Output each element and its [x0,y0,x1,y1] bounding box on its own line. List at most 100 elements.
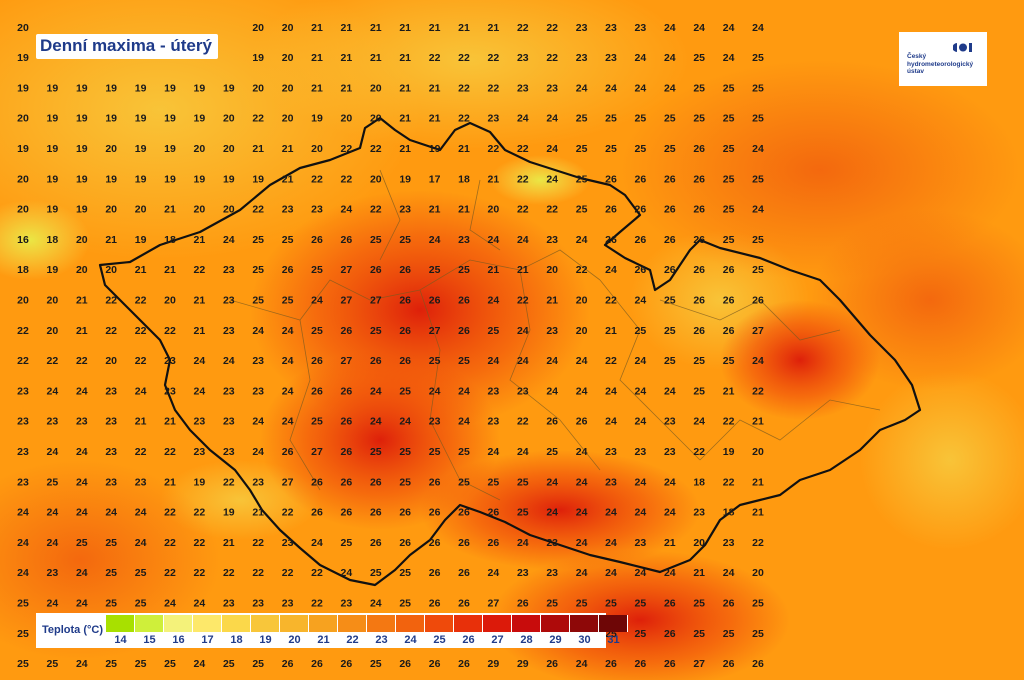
grid-value: 21 [429,204,441,216]
grid-value: 24 [370,385,382,397]
grid-value: 24 [605,264,617,276]
grid-value: 26 [341,416,353,428]
grid-value: 23 [164,355,176,367]
grid-value: 26 [458,567,470,579]
grid-value: 24 [635,416,647,428]
grid-value: 25 [135,597,147,609]
grid-value: 23 [576,52,588,64]
grid-value: 25 [635,113,647,125]
grid-value: 25 [576,173,588,185]
grid-value: 25 [693,82,705,94]
grid-value: 26 [311,476,323,488]
grid-value: 22 [17,355,29,367]
grid-value: 26 [693,234,705,246]
grid-value: 19 [135,113,147,125]
grid-value: 26 [311,507,323,519]
grid-value: 23 [576,22,588,34]
grid-value: 19 [76,204,88,216]
grid-value: 26 [341,658,353,670]
grid-value: 24 [341,567,353,579]
grid-value: 22 [723,476,735,488]
grid-value: 21 [664,537,676,549]
grid-value: 23 [223,294,235,306]
grid-value: 23 [194,446,206,458]
grid-value: 25 [17,597,29,609]
grid-value: 25 [399,446,411,458]
legend-swatch [280,615,309,632]
grid-value: 26 [664,628,676,640]
grid-value: 26 [399,325,411,337]
grid-value: 26 [664,597,676,609]
grid-value: 25 [105,567,117,579]
grid-value: 22 [752,537,764,549]
grid-value: 23 [17,385,29,397]
grid-value: 22 [517,22,529,34]
legend-swatch [599,615,628,632]
legend-labels: 14 15 16 17 18 19 20 21 22 23 24 25 26 27 28 29 30 31 [106,634,628,646]
grid-value: 24 [341,204,353,216]
grid-value: 22 [458,82,470,94]
grid-value: 23 [311,204,323,216]
grid-value: 24 [429,385,441,397]
grid-value: 27 [488,597,500,609]
grid-value: 26 [370,476,382,488]
grid-value: 23 [664,416,676,428]
legend-label: 14 [114,634,127,646]
grid-value: 22 [488,52,500,64]
grid-value: 22 [723,416,735,428]
grid-value: 24 [723,52,735,64]
grid-value: 26 [399,537,411,549]
grid-value: 24 [252,446,264,458]
grid-value: 25 [723,82,735,94]
grid-value: 24 [47,385,59,397]
grid-value: 26 [635,173,647,185]
grid-value: 26 [311,658,323,670]
grid-value: 24 [664,476,676,488]
grid-value: 26 [429,507,441,519]
hot-area [420,450,700,570]
grid-value: 26 [693,294,705,306]
grid-value: 22 [546,52,558,64]
grid-value: 27 [311,446,323,458]
grid-value: 25 [488,476,500,488]
legend-label: 17 [201,634,214,646]
grid-value: 21 [76,294,88,306]
grid-value: 20 [194,143,206,155]
grid-value: 26 [311,385,323,397]
grid-value: 25 [664,325,676,337]
grid-value: 23 [76,416,88,428]
grid-value: 23 [458,234,470,246]
grid-value: 23 [605,476,617,488]
grid-value: 24 [693,416,705,428]
grid-value: 23 [693,507,705,519]
grid-value: 25 [752,82,764,94]
grid-value: 25 [17,658,29,670]
grid-value: 20 [105,143,117,155]
grid-value: 23 [517,385,529,397]
grid-value: 26 [693,204,705,216]
grid-value: 23 [17,446,29,458]
grid-value: 21 [252,143,264,155]
legend-label: 21 [317,634,330,646]
grid-value: 24 [488,294,500,306]
grid-value: 22 [17,325,29,337]
grid-value: 24 [76,446,88,458]
grid-value: 26 [370,537,382,549]
grid-value: 24 [546,507,558,519]
legend-swatch [135,615,164,632]
grid-value: 23 [517,52,529,64]
grid-value: 19 [135,234,147,246]
grid-value: 20 [105,264,117,276]
grid-value: 16 [17,234,29,246]
grid-value: 23 [635,22,647,34]
grid-value: 25 [399,476,411,488]
grid-value: 25 [429,446,441,458]
grid-value: 20 [47,294,59,306]
grid-value: 27 [341,355,353,367]
legend-swatch [193,615,222,632]
grid-value: 25 [635,597,647,609]
grid-value: 24 [635,567,647,579]
grid-value: 19 [194,82,206,94]
warm-area [0,460,220,660]
grid-value: 25 [752,597,764,609]
